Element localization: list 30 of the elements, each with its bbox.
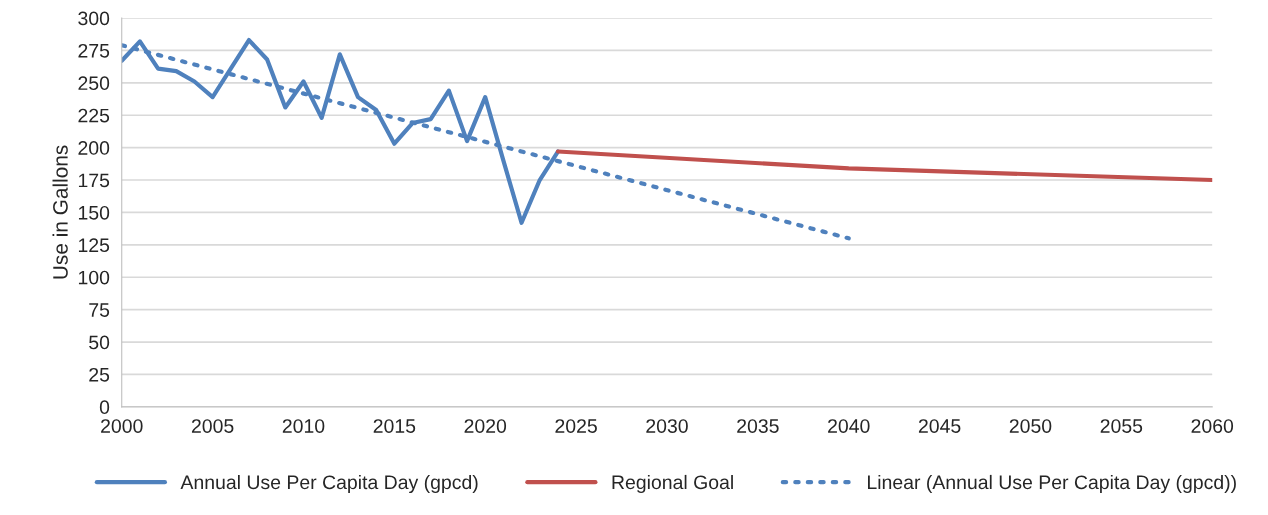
x-tick-label: 2025 — [555, 419, 597, 433]
y-tick-label: 150 — [78, 205, 110, 220]
x-tick-label: 2000 — [101, 419, 143, 433]
x-tick-label: 2060 — [1191, 419, 1234, 433]
y-tick-label: 75 — [89, 303, 110, 317]
legend-label: Regional Goal — [612, 474, 733, 494]
y-tick-label: 250 — [78, 76, 110, 91]
x-tick-label: 2055 — [1100, 419, 1143, 433]
legend-label: Annual Use Per Capita Day (gpcd) — [180, 474, 478, 494]
x-tick-label: 2035 — [737, 419, 779, 433]
x-tick-label: 2010 — [282, 419, 325, 433]
y-tick-label: 300 — [78, 11, 110, 26]
y-tick-label: 275 — [78, 43, 110, 58]
y-tick-label: 25 — [89, 367, 110, 382]
legend-label: Linear (Annual Use Per Capita Day (gpcd)) — [868, 474, 1236, 494]
y-tick-label: 0 — [99, 400, 110, 415]
y-tick-label: 175 — [78, 173, 110, 188]
x-tick-label: 2040 — [828, 419, 870, 433]
y-axis-title: Use in Gallons — [52, 145, 68, 279]
x-tick-label: 2005 — [191, 419, 234, 433]
x-tick-label: 2030 — [646, 419, 688, 433]
y-tick-label: 50 — [89, 335, 110, 350]
y-tick-label: 100 — [78, 270, 110, 285]
x-tick-label: 2020 — [464, 419, 507, 433]
y-tick-label: 225 — [78, 108, 110, 123]
y-tick-label: 200 — [78, 141, 110, 155]
x-tick-label: 2045 — [918, 419, 961, 433]
x-tick-label: 2015 — [373, 419, 416, 433]
x-tick-label: 2050 — [1009, 419, 1052, 433]
y-tick-label: 125 — [78, 238, 110, 253]
